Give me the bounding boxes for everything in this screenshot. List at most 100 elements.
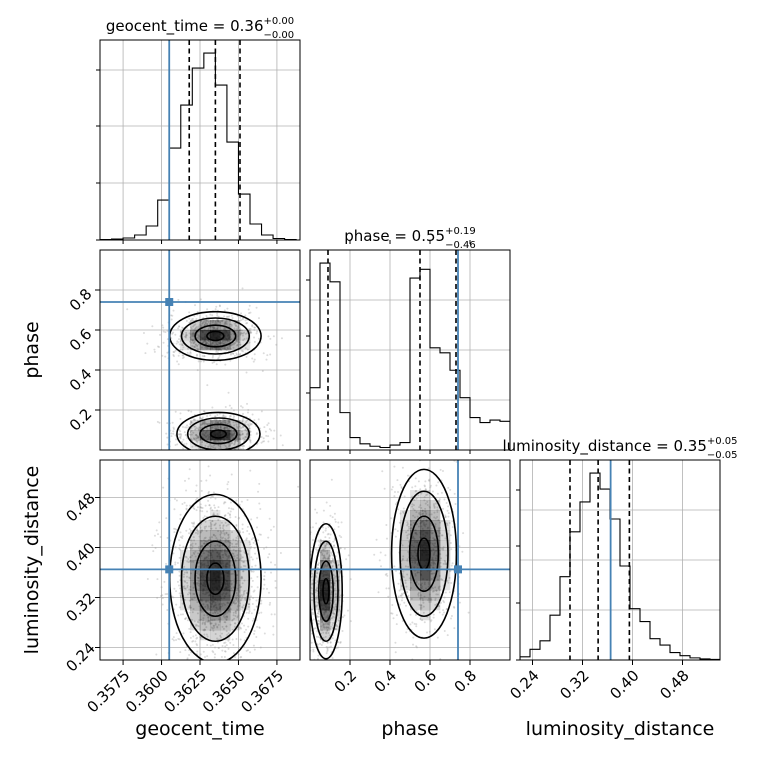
- scatter-point: [244, 332, 247, 335]
- scatter-point: [213, 361, 216, 364]
- scatter-point: [206, 603, 209, 606]
- scatter-point: [323, 548, 326, 551]
- scatter-point: [422, 611, 425, 614]
- scatter-point: [429, 570, 432, 573]
- scatter-point: [230, 583, 233, 586]
- scatter-point: [217, 320, 220, 323]
- scatter-point: [209, 629, 212, 632]
- density-cell: [420, 580, 431, 591]
- scatter-point: [179, 340, 182, 343]
- scatter-point: [218, 545, 221, 548]
- scatter-point: [217, 443, 220, 446]
- scatter-point: [260, 435, 263, 438]
- scatter-point: [210, 661, 212, 663]
- scatter-point: [334, 593, 337, 596]
- scatter-point: [198, 547, 201, 550]
- scatter-point: [209, 313, 212, 316]
- scatter-point: [237, 438, 240, 441]
- scatter-point: [188, 556, 191, 559]
- scatter-point: [436, 578, 439, 581]
- scatter-point: [439, 521, 442, 524]
- scatter-point: [225, 532, 228, 535]
- scatter-point: [250, 570, 253, 573]
- scatter-point: [197, 546, 200, 549]
- scatter-point: [224, 621, 227, 624]
- scatter-point: [216, 318, 219, 321]
- scatter-point: [224, 327, 227, 330]
- scatter-point: [215, 453, 217, 455]
- scatter-point: [330, 581, 333, 584]
- scatter-point: [248, 427, 251, 430]
- scatter-point: [315, 605, 318, 608]
- scatter-point: [172, 331, 175, 334]
- scatter-point: [415, 581, 418, 584]
- scatter-point: [226, 453, 228, 455]
- scatter-point: [257, 418, 260, 421]
- scatter-point: [453, 606, 456, 609]
- scatter-point: [220, 532, 223, 535]
- scatter-point: [216, 637, 219, 640]
- scatter-point: [335, 575, 338, 578]
- scatter-point: [204, 321, 207, 324]
- scatter-point: [434, 599, 437, 602]
- scatter-point: [335, 580, 338, 583]
- scatter-point: [401, 466, 404, 469]
- scatter-point: [188, 546, 191, 549]
- scatter-point: [239, 550, 242, 553]
- scatter-point: [196, 601, 199, 604]
- scatter-point: [428, 601, 431, 604]
- scatter-point: [230, 333, 233, 336]
- scatter-point: [217, 444, 220, 447]
- scatter-point: [325, 646, 328, 649]
- truth-marker: [454, 565, 462, 574]
- scatter-point: [191, 332, 194, 335]
- scatter-point: [423, 621, 426, 624]
- scatter-point: [217, 320, 220, 323]
- scatter-point: [245, 537, 248, 540]
- scatter-point: [209, 622, 212, 625]
- scatter-point: [197, 576, 200, 579]
- scatter-point: [198, 619, 201, 622]
- scatter-point: [337, 563, 340, 566]
- scatter-point: [324, 544, 327, 547]
- scatter-point: [231, 343, 234, 346]
- scatter-point: [238, 584, 241, 587]
- scatter-point: [181, 354, 184, 357]
- scatter-point: [237, 325, 240, 328]
- scatter-point: [461, 550, 464, 553]
- scatter-point: [210, 455, 212, 457]
- scatter-point: [227, 452, 229, 454]
- scatter-point: [173, 527, 176, 530]
- scatter-point: [238, 425, 241, 428]
- scatter-point: [242, 437, 245, 440]
- scatter-point: [248, 304, 251, 307]
- scatter-point: [250, 556, 253, 559]
- scatter-point: [181, 357, 184, 360]
- scatter-point: [318, 672, 320, 674]
- scatter-point: [213, 425, 216, 428]
- scatter-point: [193, 521, 196, 524]
- scatter-point: [241, 420, 244, 423]
- scatter-point: [427, 479, 430, 482]
- scatter-point: [188, 332, 191, 335]
- scatter-point: [225, 539, 228, 542]
- scatter-point: [213, 440, 216, 443]
- scatter-point: [407, 550, 410, 553]
- scatter-point: [242, 447, 245, 450]
- y-tick-label: 0.8: [66, 285, 96, 315]
- scatter-point: [190, 539, 193, 542]
- scatter-point: [184, 457, 186, 459]
- scatter-point: [219, 538, 222, 541]
- scatter-point: [194, 434, 197, 437]
- scatter-point: [445, 522, 448, 525]
- scatter-point: [252, 541, 255, 544]
- scatter-point: [224, 415, 227, 418]
- scatter-point: [194, 343, 197, 346]
- density-cell: [190, 320, 201, 331]
- scatter-point: [191, 345, 194, 348]
- scatter-point: [199, 636, 202, 639]
- scatter-point: [319, 642, 322, 645]
- scatter-point: [399, 594, 402, 597]
- scatter-point: [443, 498, 446, 501]
- scatter-point: [415, 646, 418, 649]
